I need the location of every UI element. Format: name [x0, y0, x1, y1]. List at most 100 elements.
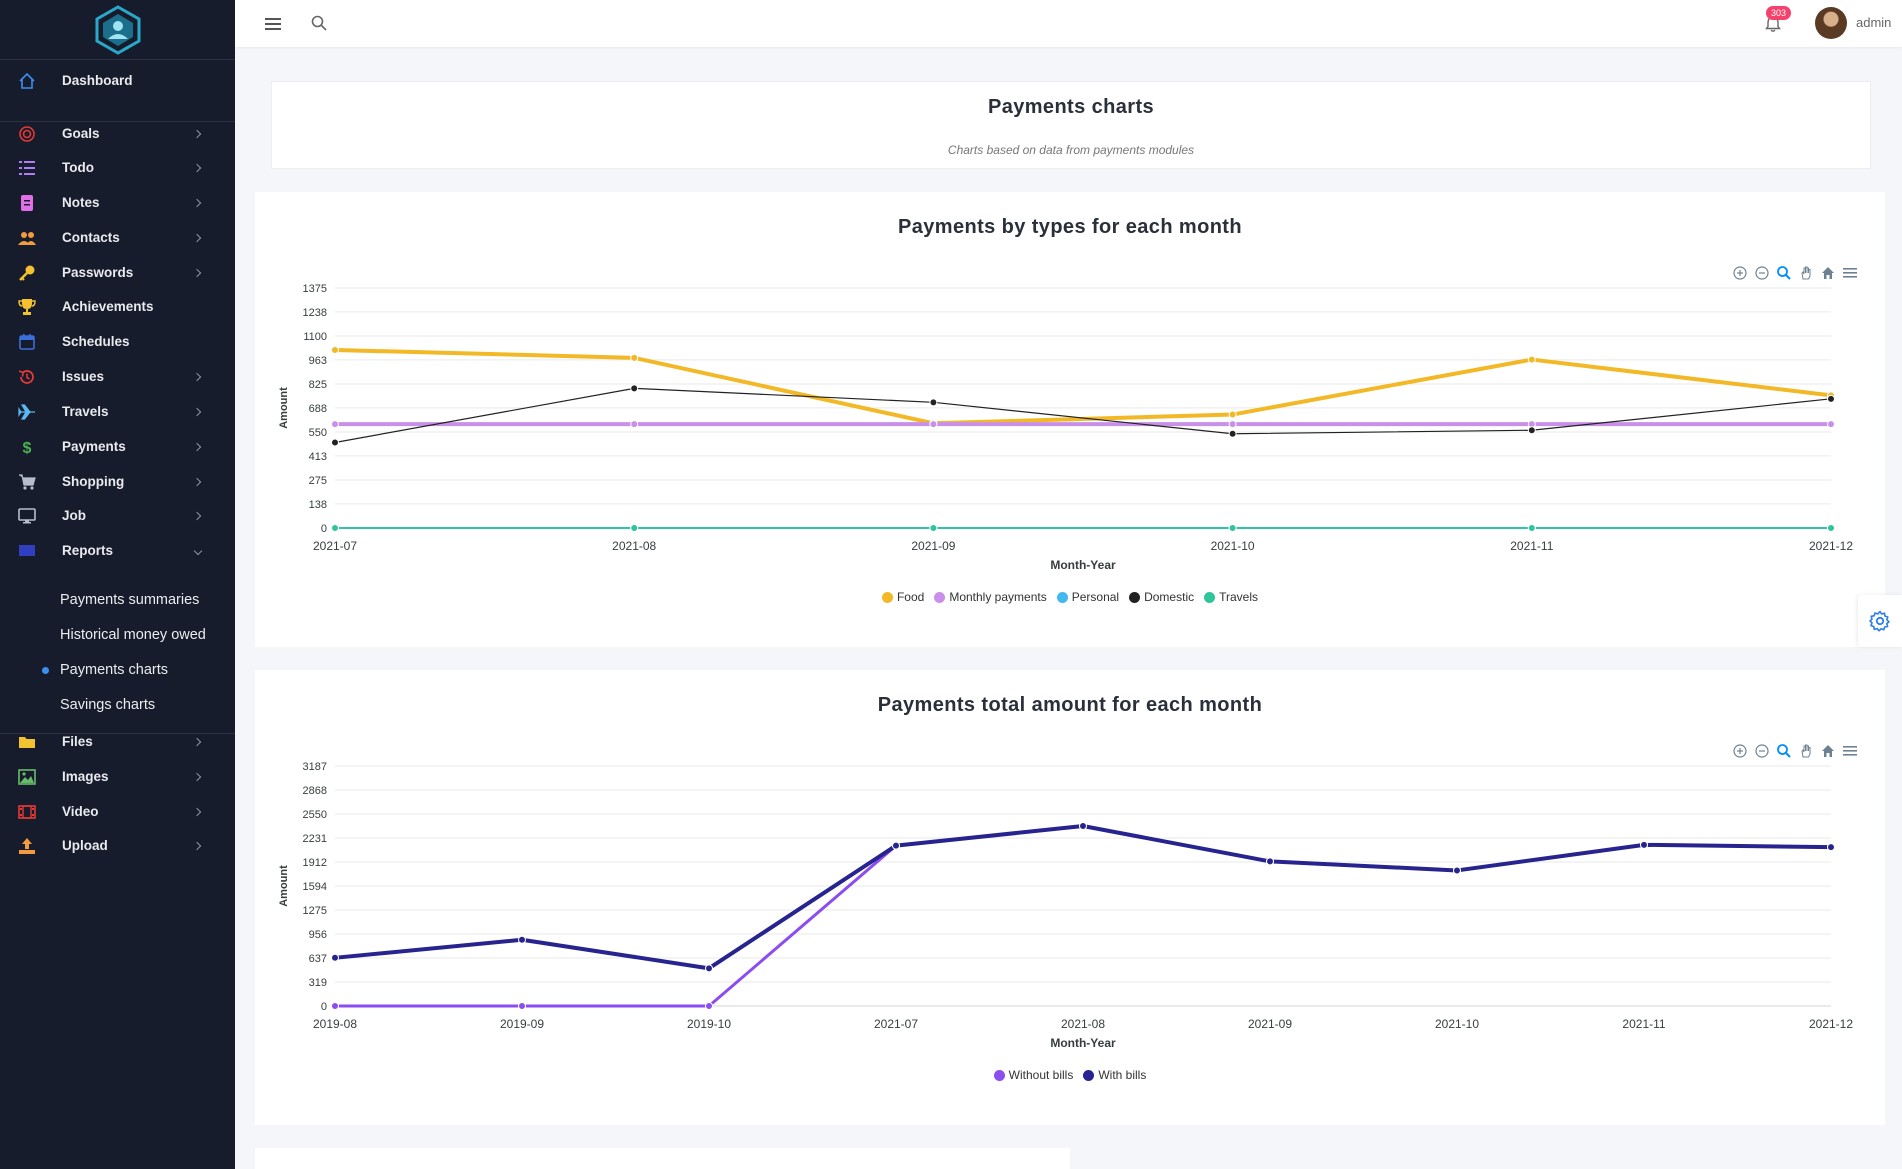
series-line-food[interactable] [334, 347, 1832, 426]
sidebar-item-job[interactable]: Job [0, 498, 235, 533]
menu-toggle-icon[interactable] [263, 14, 283, 34]
data-point[interactable] [1827, 394, 1835, 403]
sidebar-item-travels[interactable]: Travels [0, 394, 235, 429]
y-axis-title: Amount [278, 865, 290, 907]
x-tick-label: 2019-08 [313, 1017, 357, 1031]
user-name[interactable]: admin [1856, 15, 1892, 30]
sidebar-subitem-historical-money-owed[interactable]: Historical money owed [0, 619, 235, 651]
data-point[interactable] [1228, 420, 1237, 429]
chevron-right-icon [192, 841, 202, 850]
data-point[interactable] [1079, 822, 1087, 831]
zoom-in-icon[interactable] [1731, 264, 1749, 282]
data-point[interactable] [1228, 410, 1237, 419]
sidebar-item-achievements[interactable]: Achievements [0, 289, 235, 324]
data-point[interactable] [630, 420, 639, 429]
sidebar-item-images[interactable]: Images [0, 759, 235, 794]
y-tick-label: 1238 [303, 307, 327, 319]
y-axis-title: Amount [278, 387, 290, 429]
chart-menu-icon[interactable] [1841, 264, 1859, 282]
series-line-with-bills[interactable] [334, 824, 1832, 971]
legend-item[interactable]: Without bills [993, 1068, 1073, 1082]
sidebar-item-files[interactable]: Files [0, 724, 235, 759]
chevron-right-icon [192, 807, 202, 816]
data-point[interactable] [1527, 355, 1536, 364]
pan-hand-icon[interactable] [1797, 742, 1815, 760]
series-line-without-bills[interactable] [335, 824, 1832, 1008]
data-point[interactable] [1827, 420, 1835, 429]
y-tick-label: 3187 [303, 761, 327, 773]
data-point[interactable] [929, 398, 938, 407]
reset-home-icon[interactable] [1819, 742, 1837, 760]
y-tick-label: 688 [309, 403, 327, 415]
sidebar-subitem-payments-charts[interactable]: Payments charts [0, 654, 235, 686]
data-point[interactable] [1827, 524, 1835, 532]
data-point[interactable] [1827, 843, 1835, 852]
data-point[interactable] [518, 935, 526, 944]
sidebar-item-todo[interactable]: Todo [0, 150, 235, 185]
avatar[interactable] [1815, 7, 1847, 39]
sidebar-item-contacts[interactable]: Contacts [0, 220, 235, 255]
reset-home-icon[interactable] [1819, 264, 1837, 282]
legend-item[interactable]: With bills [1083, 1068, 1146, 1082]
app-logo-icon[interactable] [91, 4, 145, 55]
data-point[interactable] [331, 345, 339, 354]
pan-hand-icon[interactable] [1797, 264, 1815, 282]
topbar: 303 admin [235, 0, 1902, 47]
search-icon[interactable] [309, 13, 329, 33]
sidebar-item-notes[interactable]: Notes [0, 185, 235, 220]
sidebar-item-schedules[interactable]: Schedules [0, 324, 235, 359]
data-point[interactable] [929, 524, 938, 532]
data-point[interactable] [518, 1002, 526, 1010]
zoom-selection-icon[interactable] [1775, 742, 1793, 760]
sidebar-item-upload[interactable]: Upload [0, 828, 235, 863]
data-point[interactable] [1266, 857, 1274, 866]
sidebar-item-dashboard[interactable]: Dashboard [0, 63, 235, 98]
sidebar-item-label: Todo [62, 160, 94, 175]
sidebar-item-reports[interactable]: Reports [0, 533, 235, 568]
x-tick-label: 2021-07 [313, 539, 357, 553]
data-point[interactable] [331, 953, 339, 962]
data-point[interactable] [630, 384, 639, 393]
data-point[interactable] [705, 964, 713, 973]
data-point[interactable] [1453, 866, 1461, 875]
legend-item[interactable]: Personal [1056, 590, 1119, 604]
zoom-in-icon[interactable] [1731, 742, 1749, 760]
data-point[interactable] [1640, 840, 1648, 849]
series-line-domestic[interactable] [334, 387, 1832, 444]
zoom-out-icon[interactable] [1753, 264, 1771, 282]
data-point[interactable] [331, 438, 339, 447]
y-tick-label: 1375 [303, 283, 327, 295]
sidebar-subitem-payments-summaries[interactable]: Payments summaries [0, 584, 235, 616]
data-point[interactable] [630, 353, 639, 362]
data-point[interactable] [1527, 426, 1536, 435]
sidebar-item-issues[interactable]: Issues [0, 359, 235, 394]
legend-label: Food [896, 590, 925, 604]
settings-gear-icon[interactable] [1858, 595, 1902, 647]
sidebar-item-payments[interactable]: $ Payments [0, 429, 235, 464]
data-point[interactable] [1228, 524, 1237, 532]
legend-item[interactable]: Domestic [1129, 590, 1194, 604]
data-point[interactable] [1228, 429, 1237, 438]
zoom-selection-icon[interactable] [1775, 264, 1793, 282]
sidebar-item-passwords[interactable]: Passwords [0, 255, 235, 290]
data-point[interactable] [705, 1002, 713, 1010]
legend-item[interactable]: Travels [1204, 590, 1258, 604]
data-point[interactable] [331, 420, 339, 429]
data-point[interactable] [630, 524, 639, 532]
data-point[interactable] [892, 841, 900, 850]
data-point[interactable] [331, 1002, 339, 1010]
sidebar-subitem-label: Payments summaries [60, 592, 200, 608]
data-point[interactable] [331, 524, 339, 532]
legend-item[interactable]: Monthly payments [934, 590, 1047, 604]
legend-item[interactable]: Food [881, 590, 925, 604]
sidebar-item-video[interactable]: Video [0, 794, 235, 829]
data-point[interactable] [929, 420, 938, 429]
zoom-out-icon[interactable] [1753, 742, 1771, 760]
chart-menu-icon[interactable] [1841, 742, 1859, 760]
sidebar-subitem-savings-charts[interactable]: Savings charts [0, 689, 235, 721]
chart-card-total-amount: Payments total amount for each month 0 31… [255, 670, 1885, 1125]
data-point[interactable] [1527, 524, 1536, 532]
calendar-icon [18, 333, 36, 351]
sidebar-item-shopping[interactable]: Shopping [0, 464, 235, 499]
sidebar-item-goals[interactable]: Goals [0, 116, 235, 151]
